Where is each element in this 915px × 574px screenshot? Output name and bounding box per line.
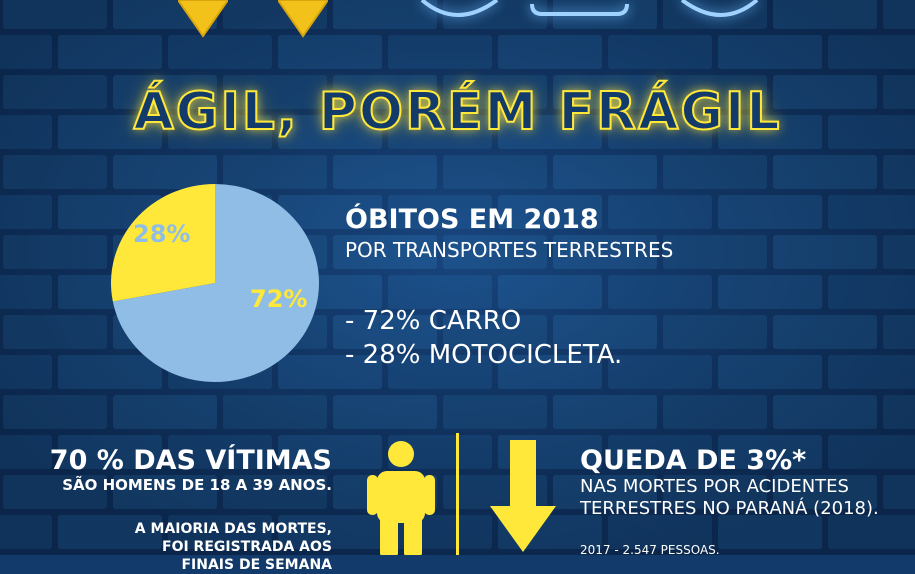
victims-note-line: FOI REGISTRADA AOS — [162, 539, 332, 555]
stats-title: ÓBITOS EM 2018 — [345, 204, 599, 235]
motorcycle-icon — [420, 0, 759, 17]
stats-item-motorcycle: - 28% MOTOCICLETA. — [345, 340, 623, 370]
decline-title: QUEDA DE 3%* — [580, 445, 807, 476]
pie-label-28: 28% — [133, 220, 191, 248]
stats-item-car: - 72% CARRO — [345, 306, 522, 336]
stats-subtitle: POR TRANSPORTES TERRESTRES — [345, 238, 674, 262]
decline-block: QUEDA DE 3%* NAS MORTES POR ACIDENTES TE… — [580, 446, 879, 558]
pie-chart — [110, 184, 319, 382]
pie-slice-72 — [112, 184, 319, 382]
down-arrow-icon — [490, 440, 556, 552]
victims-subtitle: SÃO HOMENS DE 18 A 39 ANOS. — [62, 476, 332, 494]
victims-note-line: FINAIS DE SEMANA — [181, 557, 332, 573]
decline-subtitle-line: TERRESTRES NO PARANÁ (2018). — [580, 498, 879, 519]
location-pin-icon — [178, 0, 228, 38]
victims-title: 70 % DAS VÍTIMAS — [49, 445, 332, 476]
pie-slice-28 — [110, 184, 215, 302]
page-title: ÁGIL, PORÉM FRÁGIL — [133, 81, 782, 143]
victims-note-line: A MAIORIA DAS MORTES, — [134, 521, 332, 537]
location-pin-icon — [278, 0, 328, 38]
brick-wall-background — [0, 0, 915, 555]
decline-subtitle-line: NAS MORTES POR ACIDENTES — [580, 476, 849, 497]
deaths-stats: ÓBITOS EM 2018 POR TRANSPORTES TERRESTRE… — [345, 204, 673, 372]
decline-note: 2017 - 2.547 PESSOAS. — [580, 543, 720, 557]
pie-label-72: 72% — [250, 285, 308, 313]
person-icon — [367, 441, 435, 555]
divider — [456, 433, 459, 555]
